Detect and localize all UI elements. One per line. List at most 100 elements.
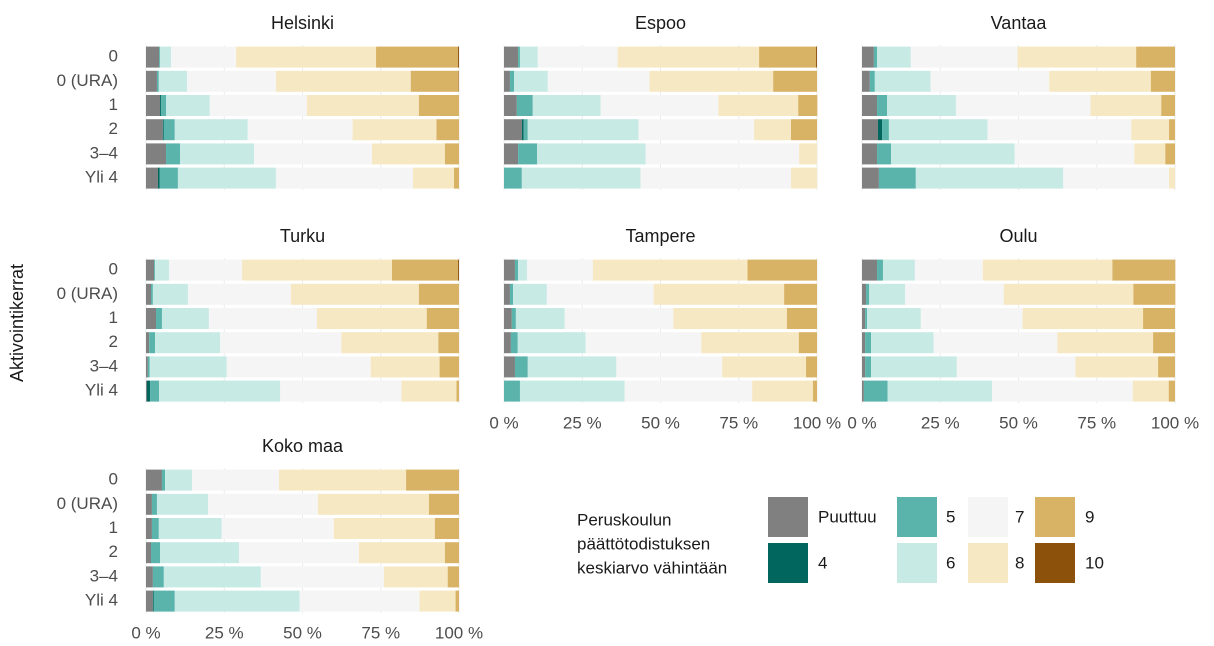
- legend-label: 5: [946, 507, 955, 526]
- bar-segment: [955, 95, 1091, 116]
- x-tick-label: 25 %: [205, 624, 244, 643]
- bar-segment: [1150, 70, 1175, 92]
- bar-segment: [290, 283, 419, 305]
- bar-segment: [146, 283, 152, 305]
- y-tick-label: 2: [109, 542, 118, 561]
- bar-segment: [798, 95, 818, 116]
- bar-segment: [1168, 380, 1175, 402]
- y-tick-label: 2: [109, 119, 118, 138]
- bar-segment: [410, 70, 459, 92]
- y-tick-label: 1: [109, 518, 118, 537]
- bar-segment: [887, 380, 993, 402]
- bar-segment: [447, 566, 459, 588]
- bar-segment: [504, 119, 522, 141]
- bar-segment: [341, 332, 439, 354]
- bar-segment: [862, 283, 867, 305]
- bar-segment: [523, 119, 528, 141]
- bar-segment: [718, 95, 799, 116]
- x-tick-label: 0 %: [489, 414, 518, 433]
- bar-segment: [616, 356, 723, 378]
- bar-segment: [146, 469, 162, 491]
- bar-segment: [146, 143, 167, 165]
- legend-key: [768, 543, 808, 583]
- bar-segment: [236, 46, 377, 68]
- bar-segment: [640, 167, 792, 189]
- bar-segment: [798, 332, 817, 354]
- bar-segment: [401, 380, 457, 402]
- bar-segment: [146, 46, 160, 68]
- bar-segment: [862, 46, 874, 68]
- y-tick-label: Yli 4: [85, 168, 118, 187]
- bar-segment: [645, 143, 800, 165]
- bar-segment: [418, 283, 459, 305]
- y-tick-label: 0 (URA): [57, 284, 118, 303]
- bar-segment: [504, 308, 512, 329]
- bar-segment: [162, 119, 164, 141]
- bar-segment: [1169, 119, 1175, 141]
- y-tick-label: 2: [109, 332, 118, 351]
- bar-segment: [877, 259, 883, 281]
- bar-segment: [510, 332, 518, 354]
- bar-segment: [504, 380, 520, 402]
- bar-segment: [773, 70, 817, 92]
- bar-segment: [187, 283, 291, 305]
- bar-segment: [152, 283, 188, 305]
- bar-segment: [146, 518, 152, 539]
- bar-segment: [504, 332, 511, 354]
- bar-segment: [157, 167, 160, 189]
- bar-segment: [146, 119, 163, 141]
- bar-segment: [869, 283, 906, 305]
- bar-segment: [174, 590, 300, 612]
- bar-segment: [816, 46, 817, 68]
- bar-segment: [146, 95, 161, 116]
- bar-segment: [882, 259, 915, 281]
- bar-segment: [208, 308, 317, 329]
- bar-segment: [1090, 95, 1162, 116]
- bar-segment: [759, 46, 817, 68]
- bar-segment: [701, 332, 799, 354]
- bar-segment: [1014, 143, 1135, 165]
- bar-segment: [149, 332, 156, 354]
- bar-segment: [187, 70, 276, 92]
- bar-segment: [877, 119, 883, 141]
- bar-segment: [624, 380, 753, 402]
- bar-segment: [504, 356, 515, 378]
- bar-segment: [434, 518, 459, 539]
- bar-segment: [209, 95, 307, 116]
- legend-label: 8: [1015, 553, 1024, 572]
- legend-label: Puuttuu: [818, 507, 877, 526]
- bar-segment: [163, 119, 175, 141]
- bar-segment: [600, 95, 719, 116]
- bar-segment: [155, 259, 170, 281]
- legend-title: Peruskoulun: [577, 510, 672, 529]
- bar-segment: [159, 46, 161, 68]
- bar-segment: [956, 356, 1076, 378]
- legend-key: [1035, 497, 1075, 537]
- bar-segment: [159, 167, 178, 189]
- bar-segment: [156, 493, 208, 515]
- x-tick-label: 100 %: [793, 414, 841, 433]
- bar-segment: [564, 308, 674, 329]
- x-tick-label: 100 %: [435, 624, 483, 643]
- bar-segment: [987, 119, 1132, 141]
- facet-title: Helsinki: [271, 13, 334, 33]
- bar-segment: [419, 590, 456, 612]
- bar-segment: [161, 95, 167, 116]
- bar-segment: [154, 259, 156, 281]
- bar-segment: [532, 95, 601, 116]
- bar-segment: [163, 566, 261, 588]
- bar-segment: [146, 590, 153, 612]
- y-tick-label: 3–4: [90, 356, 118, 375]
- x-tick-label: 75 %: [1077, 414, 1116, 433]
- bar-segment: [786, 308, 817, 329]
- bar-segment: [169, 259, 243, 281]
- bar-segment: [426, 308, 459, 329]
- y-tick-label: 0: [109, 260, 118, 279]
- bar-segment: [458, 259, 459, 281]
- bar-segment: [504, 143, 519, 165]
- bar-segment: [280, 380, 402, 402]
- bar-segment: [514, 70, 548, 92]
- bar-segment: [1136, 46, 1175, 68]
- bar-segment: [865, 308, 868, 329]
